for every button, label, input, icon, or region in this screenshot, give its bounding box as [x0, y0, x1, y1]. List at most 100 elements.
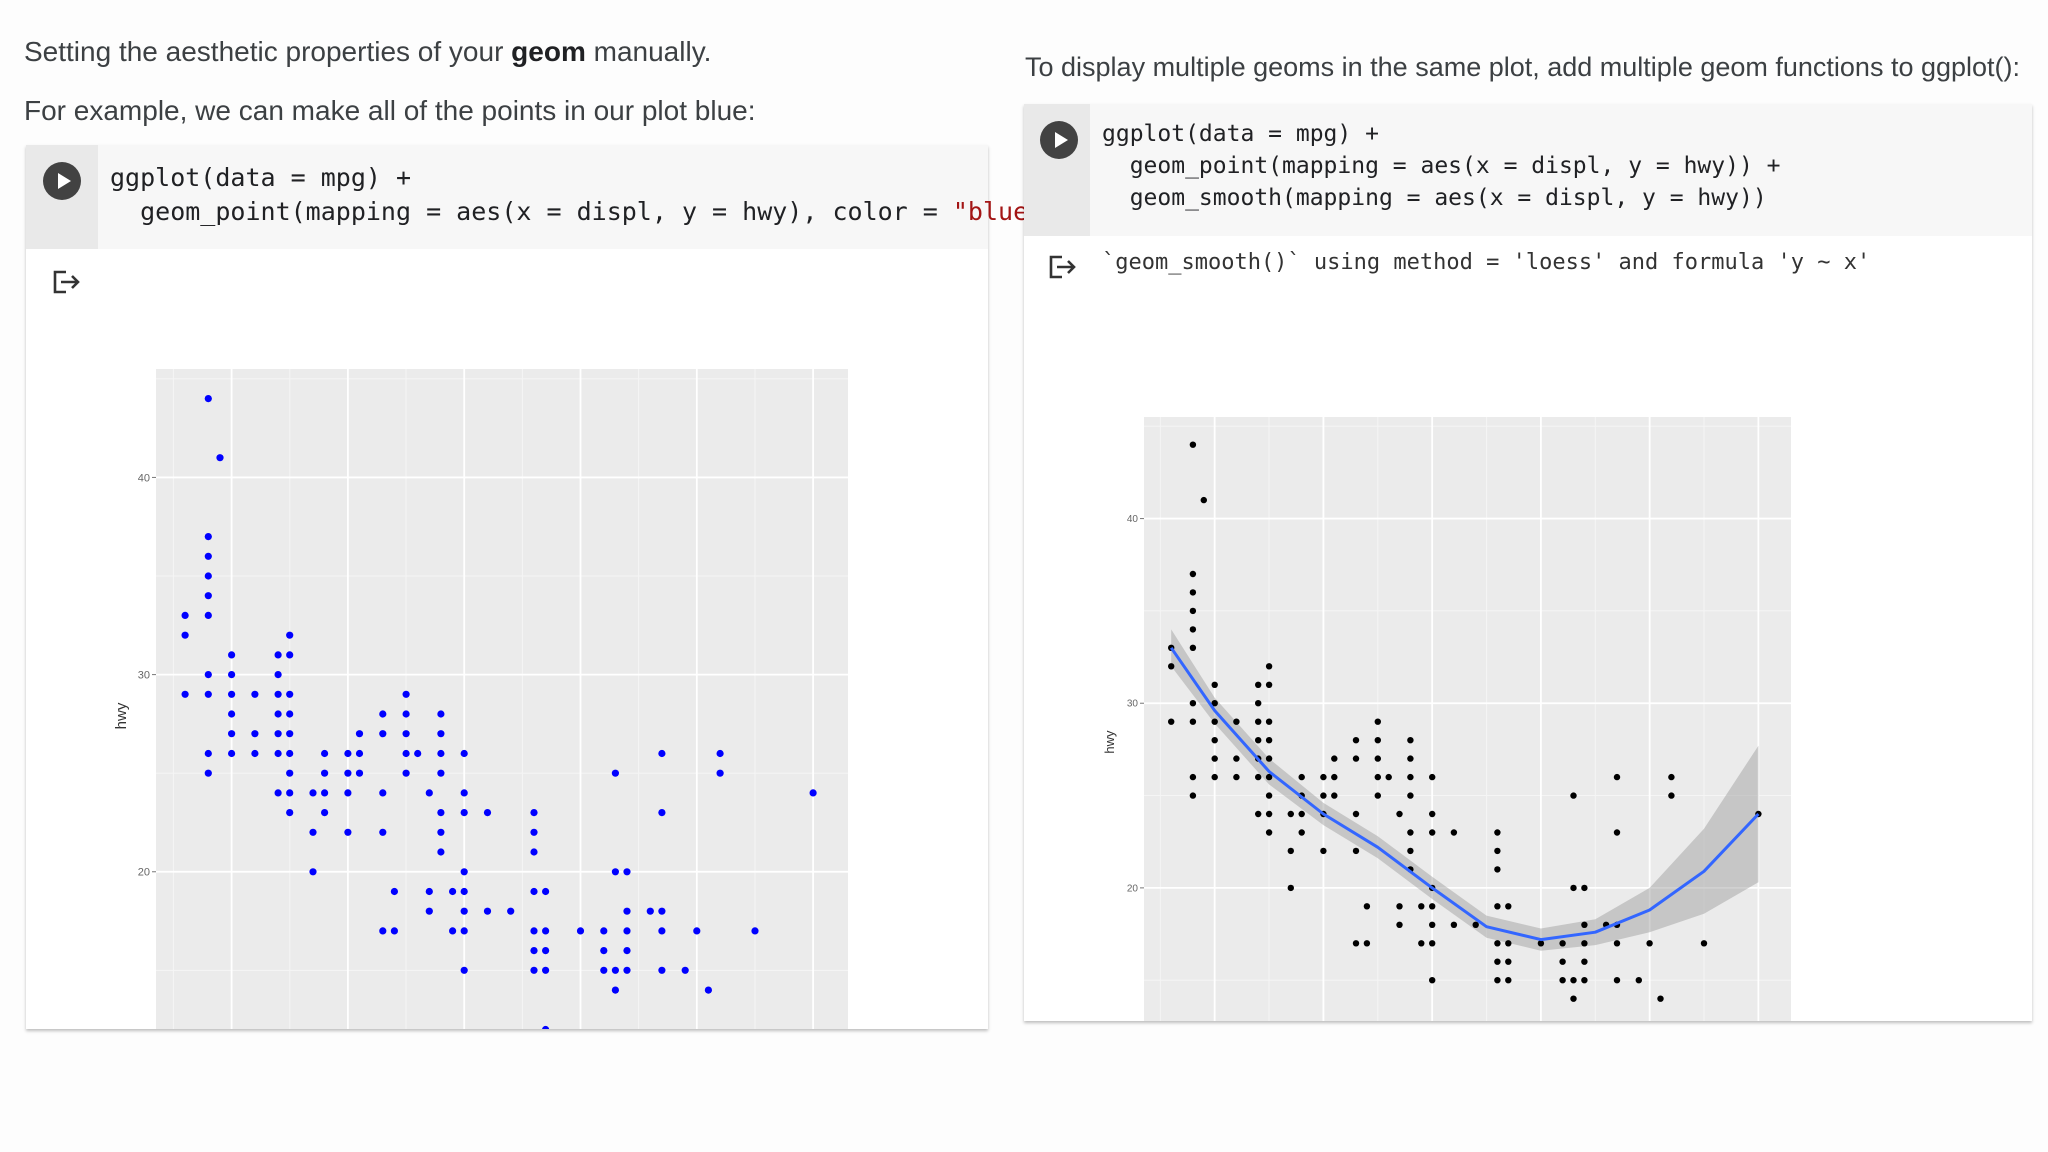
data-point [1320, 847, 1327, 855]
code-editor[interactable]: ggplot(data = mpg) + geom_point(mapping … [1102, 118, 1781, 214]
data-point [1255, 810, 1262, 818]
data-point [623, 947, 631, 955]
data-point [286, 651, 294, 659]
data-point [274, 690, 282, 698]
data-point [181, 611, 189, 619]
data-point [460, 887, 468, 896]
data-point [1505, 958, 1512, 965]
data-point [425, 907, 433, 915]
code-area-left[interactable]: ggplot(data = mpg) + geom_point(mapping … [26, 145, 1058, 249]
data-point [402, 769, 410, 777]
data-point [449, 927, 457, 935]
data-point [437, 710, 445, 718]
data-point [1613, 773, 1621, 781]
data-point [1657, 995, 1664, 1002]
data-point [1265, 755, 1273, 762]
data-point [809, 789, 817, 797]
data-point [274, 710, 282, 718]
data-point [1374, 773, 1381, 781]
data-point [1265, 718, 1273, 725]
data-point [483, 907, 492, 915]
intro-text-left: Setting the aesthetic properties of your… [24, 35, 711, 69]
data-point [1255, 718, 1262, 725]
data-point [344, 769, 352, 777]
data-point [1265, 829, 1273, 836]
code-editor[interactable]: ggplot(data = mpg) + geom_point(mapping … [110, 161, 1058, 229]
data-point [1211, 773, 1218, 781]
data-point [1211, 737, 1218, 744]
data-point [414, 749, 422, 758]
output-message: `geom_smooth()` using method = 'loess' a… [1102, 250, 1871, 275]
run-cell-button[interactable] [43, 162, 81, 200]
data-point [1429, 773, 1436, 781]
data-point [344, 789, 352, 797]
data-point [1211, 681, 1218, 688]
data-point [460, 809, 468, 817]
data-point [611, 986, 620, 994]
data-point [658, 966, 666, 974]
y-tick-label: 20 [1127, 883, 1139, 894]
data-point [286, 710, 294, 718]
data-point [1352, 940, 1360, 947]
data-point [344, 749, 352, 758]
data-point [1211, 700, 1218, 707]
data-point [542, 947, 550, 955]
data-point [542, 1025, 550, 1029]
data-point [1189, 589, 1197, 596]
data-point [1255, 700, 1262, 707]
data-point [1472, 921, 1479, 928]
data-point [437, 769, 445, 777]
scatter-plot-blue: 234567203040displhwy [113, 369, 848, 1029]
y-tick-label: 20 [138, 867, 150, 879]
data-point [1255, 681, 1262, 688]
code-area-right[interactable]: ggplot(data = mpg) + geom_point(mapping … [1024, 104, 2032, 236]
intro-bold-geom: geom [511, 36, 586, 67]
data-point [425, 789, 433, 797]
output-icon[interactable] [52, 269, 82, 295]
data-point [530, 927, 538, 935]
run-cell-button[interactable] [1040, 121, 1078, 159]
data-point [1233, 773, 1240, 781]
data-point [355, 730, 364, 738]
data-point [204, 552, 212, 560]
data-point [1494, 829, 1501, 836]
data-point [1668, 773, 1675, 781]
data-point [274, 749, 282, 758]
data-point [1494, 977, 1501, 984]
data-point [274, 671, 282, 679]
example-text: For example, we can make all of the poin… [24, 95, 756, 126]
data-point [1494, 958, 1501, 965]
data-point [1429, 940, 1436, 947]
output-icon[interactable] [1048, 254, 1078, 280]
data-point [379, 710, 387, 718]
data-point [1374, 792, 1381, 799]
data-point [402, 730, 410, 738]
data-point [1494, 903, 1501, 910]
data-point [286, 809, 294, 817]
data-point [623, 868, 631, 876]
data-point [1559, 940, 1566, 947]
data-point [251, 749, 259, 758]
data-point [1265, 810, 1273, 818]
data-point [1255, 737, 1262, 744]
data-point [507, 907, 515, 915]
data-point [355, 749, 364, 758]
data-point [204, 533, 212, 541]
data-point [321, 749, 329, 758]
data-point [1396, 810, 1403, 818]
data-point [402, 710, 410, 718]
data-point [1363, 940, 1371, 947]
data-point [1700, 940, 1708, 947]
data-point [309, 828, 317, 836]
data-point [1265, 663, 1273, 670]
data-point [623, 966, 631, 974]
smooth-confidence-band [1171, 629, 1759, 951]
data-point [1613, 940, 1621, 947]
data-point [1374, 755, 1381, 762]
data-point [204, 749, 212, 758]
data-point [1407, 755, 1414, 762]
data-point [1407, 829, 1414, 836]
data-point [309, 789, 317, 797]
data-point [460, 907, 468, 915]
data-point [1189, 792, 1197, 799]
